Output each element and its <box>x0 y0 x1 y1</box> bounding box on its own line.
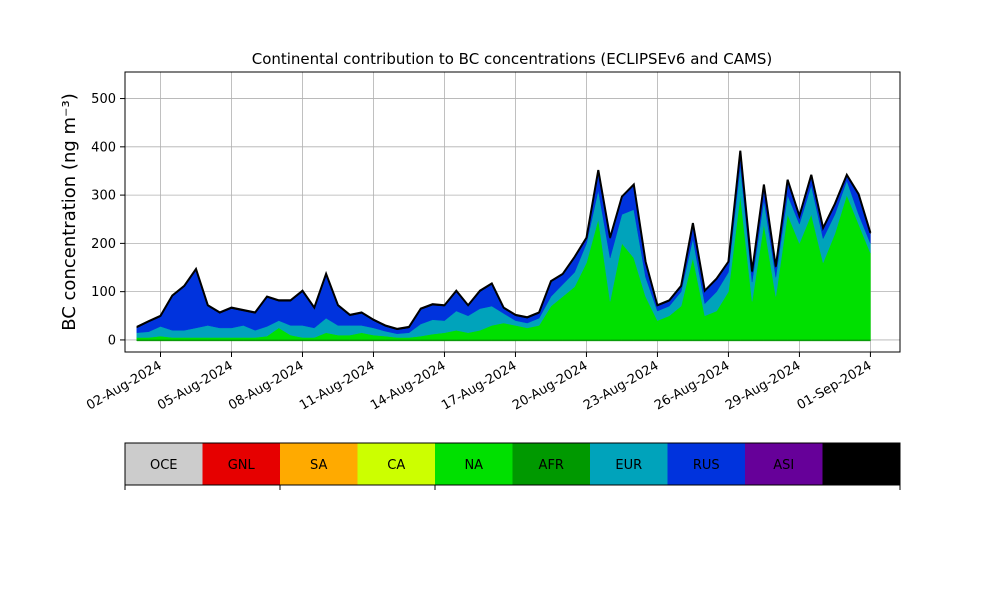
legend-label-sa: SA <box>310 458 327 473</box>
legend-swatch-gnl <box>202 443 280 485</box>
y-axis-label: BC concentration (ng m⁻³) <box>59 93 80 331</box>
legend-label-afr: AFR <box>539 458 564 473</box>
y-tick-label: 400 <box>91 140 116 155</box>
x-tick-label: 08-Aug-2024 <box>226 358 306 413</box>
y-tick-label: 200 <box>91 237 116 252</box>
axes: 0 100 200 300 400 500 02-Aug-202405-Aug-202408… <box>84 71 901 414</box>
x-tick-label: 26-Aug-2024 <box>652 358 732 413</box>
y-tick-label: 300 <box>91 189 116 204</box>
x-tick-label: 11-Aug-2024 <box>297 358 377 413</box>
legend-swatch-sa <box>280 443 358 485</box>
stacked-areas <box>136 150 872 342</box>
legend-swatch-eur <box>590 443 668 485</box>
legend-swatch-aus <box>822 443 900 485</box>
legend-label-aus: AUS <box>848 458 875 473</box>
legend-label-rus: RUS <box>693 458 720 473</box>
chart-title: Continental contribution to BC concentra… <box>252 50 773 68</box>
total-outline-line <box>136 150 872 330</box>
x-tick-label: 23-Aug-2024 <box>581 358 661 413</box>
y-tick-label: 100 <box>91 285 116 300</box>
x-tick-label: 29-Aug-2024 <box>723 358 803 413</box>
legend-label-gnl: GNL <box>228 458 256 473</box>
x-tick-label: 17-Aug-2024 <box>439 358 519 413</box>
legend-frame <box>124 442 901 486</box>
legend-label-ca: CA <box>387 458 405 473</box>
x-tick-label: 14-Aug-2024 <box>368 358 448 413</box>
x-tick-label: 05-Aug-2024 <box>155 358 235 413</box>
x-tick-label: 01-Sep-2024 <box>795 358 875 413</box>
x-tick-label: 02-Aug-2024 <box>84 358 164 413</box>
legend-label-eur: EUR <box>615 458 642 473</box>
legend-label-asi: ASI <box>773 458 794 473</box>
area-series-afr <box>136 339 871 342</box>
legend-swatch-asi <box>745 443 823 485</box>
legend-swatch-rus <box>667 443 745 485</box>
legend-swatch-afr <box>512 443 590 485</box>
legend-swatch-na <box>435 443 513 485</box>
y-tick-label: 0 <box>108 333 116 348</box>
plot-frame <box>124 71 901 353</box>
legend-label-na: NA <box>464 458 483 473</box>
y-tick-label: 500 <box>91 92 116 107</box>
legend-label-oce: OCE <box>150 458 178 473</box>
x-tick-label: 20-Aug-2024 <box>510 358 590 413</box>
legend-swatch-ca <box>357 443 435 485</box>
legend-swatch-oce <box>125 443 203 485</box>
legend-colorbar: OCE GNL SA CA NA AFR EUR RUS ASI AUS <box>124 442 901 490</box>
